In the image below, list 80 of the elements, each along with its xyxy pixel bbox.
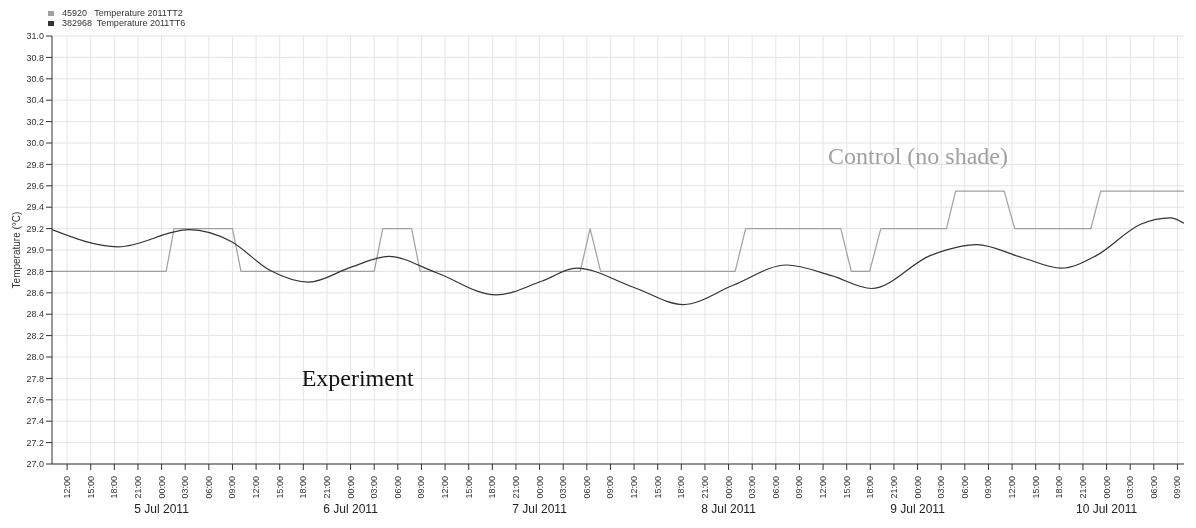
y-tick-label: 31.0 [26,31,44,42]
x-tick-label: 09:00 [605,476,616,499]
x-tick-label: 15:00 [1030,476,1041,499]
y-tick-label: 29.8 [26,159,44,170]
x-tick-label: 12:00 [251,476,262,499]
x-tick-label: 18:00 [298,476,309,499]
x-tick-label: 09:00 [983,476,994,499]
x-tick-label: 15:00 [85,476,96,499]
x-tick-label: 09:00 [1172,476,1183,499]
text: 7 Jul 2011 [512,502,568,516]
x-tick-label: 03:00 [1125,476,1136,499]
x-tick-label: 00:00 [156,476,167,499]
x-tick-label: 06:00 [203,476,214,499]
y-tick-label: 30.4 [26,95,44,106]
x-tick-label: 03:00 [369,476,380,499]
x-tick-label: 21:00 [888,476,899,499]
x-tick-label: 03:00 [747,476,758,499]
x-tick-label: 21:00 [699,476,710,499]
y-tick-label: 28.8 [26,266,44,277]
x-tick-label: 18:00 [109,476,120,499]
y-tick-label: 28.2 [26,330,44,341]
x-tick-label: 12:00 [440,476,451,499]
x-tick-label: 06:00 [770,476,781,499]
y-tick-label: 28.6 [26,287,44,298]
x-tick-label: 03:00 [936,476,947,499]
x-tick-label: 00:00 [723,476,734,499]
y-tick-label: 30.2 [26,116,44,127]
text: 6 Jul 2011 [323,502,379,516]
x-tick-label: 12:00 [629,476,640,499]
text: 5 Jul 2011 [134,502,190,516]
annotation: Control (no shade) [828,142,1008,169]
x-tick-label: 00:00 [1101,476,1112,499]
y-tick-label: 27.4 [26,416,44,427]
y-tick-label: 29.4 [26,202,44,213]
x-tick-label: 03:00 [180,476,191,499]
x-tick-label: 03:00 [558,476,569,499]
y-tick-label: 27.6 [26,394,44,405]
text: 9 Jul 2011 [890,502,946,516]
y-tick-label: 29.0 [26,245,44,256]
y-tick-label: 29.6 [26,181,44,191]
y-tick-label: 27.0 [26,459,44,470]
x-tick-label: 00:00 [534,476,545,499]
x-tick-label: 18:00 [1054,476,1065,499]
y-tick-label: 28.0 [26,352,44,363]
x-tick-label: 18:00 [487,476,498,499]
x-tick-label: 18:00 [676,476,687,499]
x-tick-label: 06:00 [392,476,403,499]
x-tick-label: 09:00 [416,476,427,499]
annotation: Experiment [301,365,414,392]
x-tick-label: 00:00 [912,476,923,499]
text: 8 Jul 2011 [701,502,757,516]
x-tick-label: 06:00 [1148,476,1159,499]
x-tick-label: 06:00 [959,476,970,499]
x-tick-label: 12:00 [62,476,73,499]
y-tick-label: 29.2 [26,223,44,234]
legend-label: 45920 Temperature 2011TT2 [62,8,183,18]
x-tick-label: 15:00 [841,476,852,499]
x-tick-label: 21:00 [510,476,521,499]
legend-label: 382968 Temperature 2011TT6 [62,18,186,28]
y-tick-label: 27.8 [26,373,44,384]
x-tick-label: 15:00 [274,476,285,499]
x-tick-label: 09:00 [794,476,805,499]
x-tick-label: 12:00 [1007,476,1018,499]
text: 10 Jul 2011 [1075,502,1138,516]
x-tick-label: 21:00 [1077,476,1088,499]
y-tick-label: 27.2 [26,437,44,448]
y-axis-title: Temperature (°C) [11,211,22,289]
x-tick-label: 21:00 [132,476,143,499]
x-tick-label: 15:00 [652,476,663,499]
x-tick-label: 15:00 [463,476,474,499]
x-tick-label: 18:00 [865,476,876,499]
y-tick-label: 30.0 [26,138,44,149]
y-tick-label: 30.6 [26,73,44,84]
x-tick-label: 06:00 [581,476,592,499]
y-tick-label: 28.4 [26,309,44,320]
x-tick-label: 00:00 [345,476,356,499]
x-tick-label: 12:00 [818,476,829,499]
x-tick-label: 21:00 [321,476,332,499]
y-tick-label: 30.8 [26,52,44,63]
x-tick-label: 09:00 [227,476,238,499]
